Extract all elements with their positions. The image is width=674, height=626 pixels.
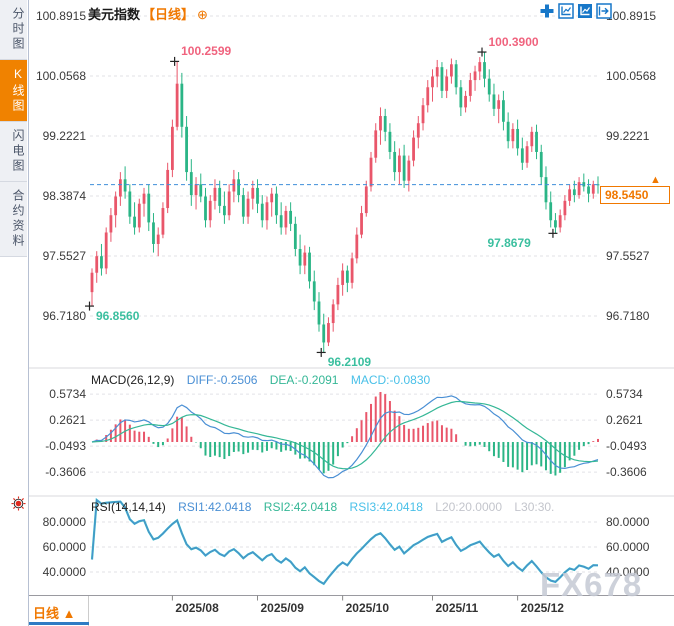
bottom-divider (88, 596, 89, 626)
tab-daily-arrow-icon: ▲ (62, 606, 76, 621)
x-axis-label: 2025/12 (520, 601, 564, 615)
macd-axis-label: 0.2621 (606, 413, 643, 428)
macd-axis-label: -0.0493 (45, 439, 86, 454)
rsi-name: RSI(14,14,14) (91, 500, 166, 514)
price-annotation: 97.8679 (487, 236, 531, 251)
y-axis-label: 100.0568 (606, 69, 657, 83)
current-price-box: 98.5450 (600, 186, 670, 204)
rsi-header: RSI(14,14,14) RSI1:42.0418 RSI2:42.0418 … (91, 500, 563, 514)
x-axis-label: 2025/08 (175, 601, 219, 615)
rsi-axis-label: 60.0000 (42, 540, 86, 554)
rsi1-value: RSI1:42.0418 (178, 500, 252, 514)
x-axis-label: 2025/11 (435, 601, 479, 615)
rsi-axis-label: 40.0000 (606, 565, 650, 579)
instrument-title: 美元指数 (88, 7, 141, 22)
y-axis-label: 97.5527 (606, 249, 650, 263)
y-axis-label: 100.8915 (35, 9, 86, 23)
y-axis-label: 98.3874 (42, 189, 86, 203)
tab-daily-period[interactable]: 日线 ▲ (33, 603, 76, 622)
macd-axis-label: -0.3606 (45, 465, 86, 480)
triangle-up-icon: ▲ (650, 174, 661, 186)
macd-dea-value: DEA:-0.2091 (269, 373, 339, 387)
axis-scale-active-icon[interactable] (577, 3, 593, 19)
macd-axis-label: 0.5734 (49, 387, 86, 402)
price-annotation: 100.2599 (181, 44, 232, 59)
sidebar-item-timeshare-chart[interactable]: 分时图 (0, 0, 27, 60)
axis-scale-icon[interactable] (558, 3, 574, 19)
x-axis-label: 2025/09 (260, 601, 304, 615)
macd-macd-value: MACD:-0.0830 (350, 373, 431, 387)
sidebar-item-lightning-chart[interactable]: 闪电图 (0, 122, 27, 182)
y-axis-label: 99.2221 (42, 129, 86, 143)
rsi-axis-label: 60.0000 (606, 540, 650, 554)
y-axis-label: 99.2221 (606, 129, 650, 143)
rsi2-value: RSI2:42.0418 (263, 500, 338, 514)
macd-axis-label: 0.2621 (49, 413, 86, 428)
rsi-l30-value: L30:30. (514, 500, 555, 514)
sidebar: 分时图 K线图 闪电图 合约资料 (0, 0, 29, 626)
macd-axis-label: -0.0493 (606, 439, 647, 454)
rsi-axis-label: 40.0000 (42, 565, 86, 579)
macd-axis-label: 0.5734 (606, 387, 643, 402)
y-axis-label: 96.7180 (606, 309, 650, 323)
tab-daily-label: 日线 (33, 606, 60, 621)
macd-header: MACD(26,12,9) DIFF:-0.2506 DEA:-0.2091 M… (91, 373, 439, 387)
y-axis-label: 97.5527 (42, 249, 86, 263)
chart-toolbar (539, 3, 612, 19)
price-annotation: 96.8560 (96, 309, 140, 324)
x-axis-label: 2025/10 (345, 601, 390, 615)
macd-diff-value: DIFF:-0.2506 (186, 373, 258, 387)
rsi3-value: RSI3:42.0418 (349, 500, 423, 514)
macd-name: MACD(26,12,9) (91, 373, 175, 387)
sidebar-item-contract-info[interactable]: 合约资料 (0, 182, 27, 257)
y-axis-label: 96.7180 (42, 309, 86, 323)
crosshair-pan-icon[interactable] (539, 3, 555, 19)
watermark: FX678 (540, 566, 643, 603)
macd-axis-label: -0.3606 (606, 465, 647, 480)
tab-active-underline (29, 622, 89, 625)
chart-title-bar: 美元指数 【日线】 ⊕ (88, 4, 208, 23)
price-annotation: 96.2109 (327, 355, 372, 370)
sidebar-item-kline-chart[interactable]: K线图 (0, 60, 27, 122)
rsi-l20-value: L20:20.0000 (435, 500, 502, 514)
expand-circle-plus-icon[interactable]: ⊕ (197, 7, 208, 22)
exit-chart-icon[interactable] (596, 3, 612, 19)
price-annotation: 100.3900 (488, 35, 539, 50)
live-blink-icon (11, 496, 26, 511)
rsi-axis-label: 80.0000 (606, 515, 650, 529)
rsi-axis-label: 80.0000 (42, 515, 86, 529)
y-axis-label: 100.0568 (35, 69, 86, 83)
period-tag: 【日线】 (142, 7, 195, 22)
y-axis-label: 100.8915 (606, 9, 657, 23)
